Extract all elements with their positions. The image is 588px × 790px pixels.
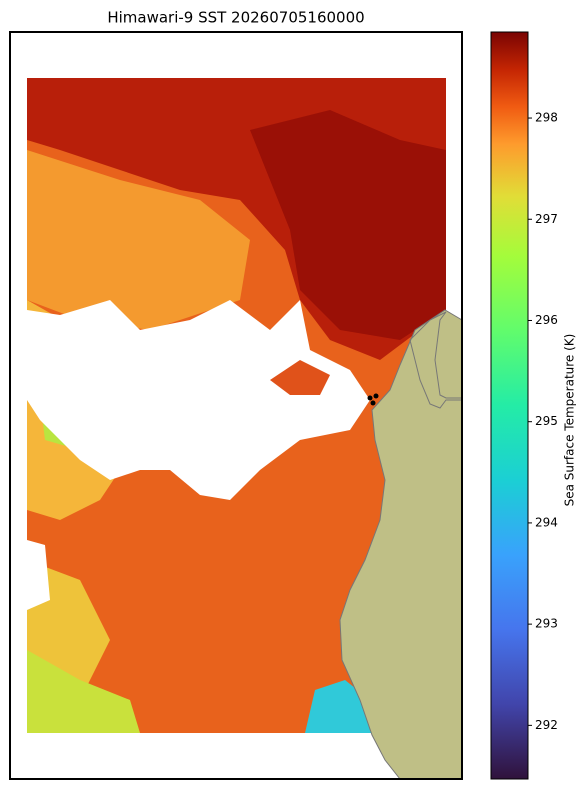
map-frame	[9, 31, 463, 780]
station-markers	[367, 393, 379, 406]
colorbar-tick-label: 292	[535, 718, 558, 732]
sst-orange-west	[27, 150, 250, 330]
station	[373, 393, 379, 399]
colorbar-tick-label: 297	[535, 212, 558, 226]
colorbar-ticks: 292 293 294 295 296 297 298	[528, 111, 558, 732]
station	[367, 395, 373, 401]
colorbar-tick-label: 294	[535, 515, 558, 529]
sst-field	[27, 78, 446, 733]
colorbar-tick-label: 295	[535, 414, 558, 428]
colorbar-tick-label: 298	[535, 111, 558, 125]
sst-green-sw	[27, 650, 140, 733]
colorbar-tick-label: 293	[535, 617, 558, 631]
cloud-mask	[27, 300, 370, 500]
sst-warm-core	[250, 110, 446, 340]
sst-eddy	[270, 360, 330, 395]
land	[339, 309, 463, 780]
colorbar	[490, 31, 529, 780]
map-title: Himawari-9 SST 20260705160000	[107, 9, 364, 27]
station	[370, 400, 376, 406]
sst-cool-south	[305, 680, 372, 733]
colorbar-label: Sea Surface Temperature (K)	[563, 334, 577, 507]
cloud-mask-sw	[27, 540, 50, 610]
colorbar-tick-label: 296	[535, 313, 558, 327]
